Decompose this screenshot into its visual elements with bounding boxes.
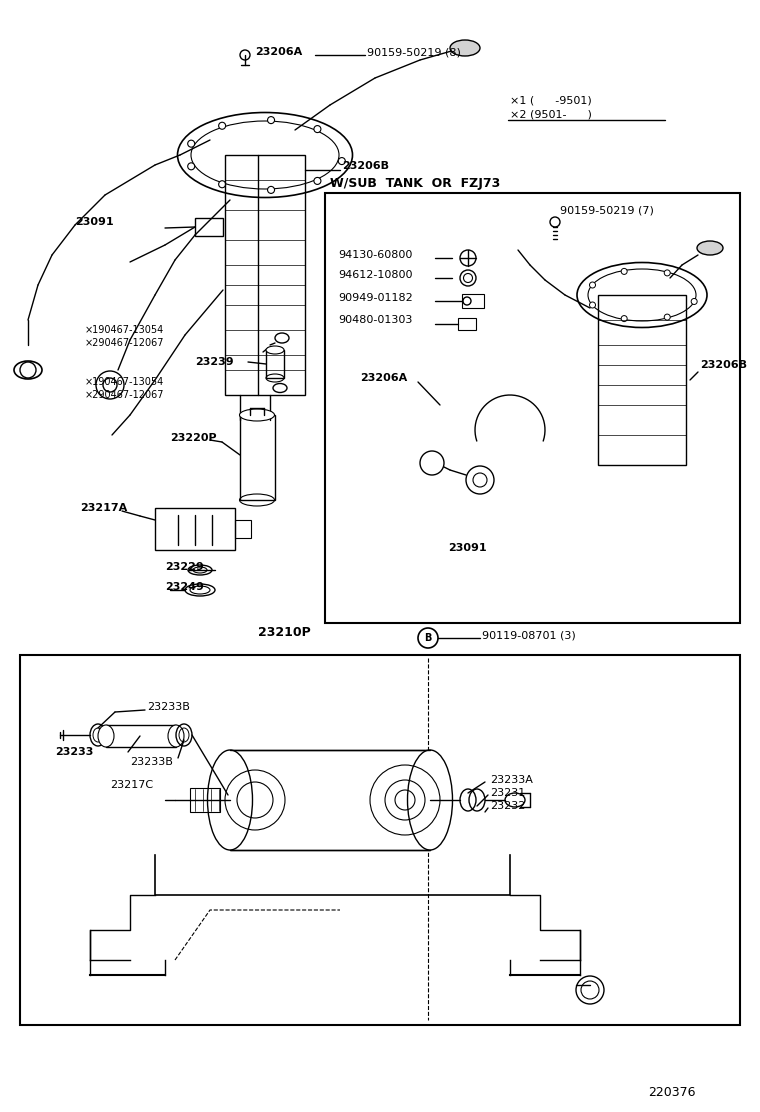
- Circle shape: [314, 126, 321, 132]
- Circle shape: [664, 270, 670, 276]
- Ellipse shape: [168, 725, 184, 747]
- Bar: [598, 295, 686, 465]
- Circle shape: [420, 451, 444, 475]
- Text: 23239: 23239: [195, 357, 233, 367]
- Circle shape: [219, 181, 226, 188]
- Circle shape: [466, 466, 494, 494]
- Text: ×2 (9501-      ): ×2 (9501- ): [510, 109, 592, 119]
- Circle shape: [621, 268, 627, 275]
- Ellipse shape: [239, 409, 274, 421]
- Circle shape: [314, 178, 321, 185]
- Ellipse shape: [266, 346, 284, 354]
- Circle shape: [219, 122, 226, 129]
- Text: 23233B: 23233B: [130, 757, 173, 767]
- Text: W/SUB  TANK  OR  FZJ73: W/SUB TANK OR FZJ73: [330, 177, 500, 189]
- Bar: [106, 725, 176, 747]
- Circle shape: [268, 117, 274, 123]
- Text: 94612-10800: 94612-10800: [338, 270, 413, 280]
- Text: 94130-60800: 94130-60800: [338, 250, 413, 260]
- Text: 23091: 23091: [448, 543, 486, 553]
- Text: 23231: 23231: [490, 788, 525, 798]
- Ellipse shape: [207, 749, 252, 850]
- Bar: [240, 415, 275, 500]
- Text: 23210P: 23210P: [258, 626, 311, 639]
- Text: 23217A: 23217A: [80, 503, 127, 513]
- Text: 23249: 23249: [165, 582, 204, 592]
- Text: 23206A: 23206A: [255, 47, 302, 57]
- Text: ×190467-13054: ×190467-13054: [85, 325, 164, 335]
- Bar: [20, 655, 740, 1025]
- Text: 23233A: 23233A: [490, 775, 533, 785]
- Text: ×1 (      -9501): ×1 ( -9501): [510, 95, 592, 105]
- Text: 90159-50219 (8): 90159-50219 (8): [367, 47, 461, 57]
- Circle shape: [691, 298, 697, 305]
- Text: 23229: 23229: [165, 562, 204, 572]
- Circle shape: [268, 187, 274, 193]
- Circle shape: [664, 314, 670, 320]
- Text: 90159-50219 (7): 90159-50219 (7): [560, 205, 654, 215]
- Text: 220376: 220376: [648, 1085, 695, 1099]
- Circle shape: [338, 158, 345, 165]
- Ellipse shape: [450, 40, 480, 56]
- Bar: [325, 193, 740, 623]
- Ellipse shape: [407, 749, 452, 850]
- Text: ×190467-13054: ×190467-13054: [85, 377, 164, 387]
- Text: 90480-01303: 90480-01303: [338, 315, 413, 325]
- Text: 23217C: 23217C: [110, 780, 153, 790]
- Text: 23233: 23233: [55, 747, 93, 757]
- Text: 23206B: 23206B: [700, 360, 747, 370]
- Bar: [458, 318, 476, 330]
- Circle shape: [188, 140, 195, 147]
- Text: 23232: 23232: [490, 801, 525, 811]
- Ellipse shape: [697, 241, 723, 255]
- Text: 23206A: 23206A: [360, 373, 407, 383]
- Bar: [195, 218, 223, 236]
- Text: B: B: [424, 633, 432, 643]
- Bar: [230, 749, 430, 850]
- Ellipse shape: [14, 361, 42, 379]
- Text: 23233B: 23233B: [147, 702, 190, 712]
- Bar: [266, 350, 284, 378]
- Text: ×290467-12067: ×290467-12067: [85, 338, 164, 348]
- Bar: [190, 788, 220, 812]
- Bar: [462, 294, 484, 308]
- Text: 23220P: 23220P: [170, 433, 217, 443]
- Ellipse shape: [577, 262, 707, 328]
- Circle shape: [188, 162, 195, 170]
- Bar: [235, 520, 251, 538]
- Circle shape: [96, 371, 124, 399]
- Text: 90119-08701 (3): 90119-08701 (3): [482, 631, 576, 641]
- Bar: [225, 155, 305, 395]
- Text: 23206B: 23206B: [342, 161, 389, 171]
- Ellipse shape: [178, 112, 353, 198]
- Text: 90949-01182: 90949-01182: [338, 292, 413, 302]
- Bar: [155, 508, 235, 550]
- Circle shape: [590, 302, 596, 308]
- Text: ×290467-12067: ×290467-12067: [85, 390, 164, 400]
- Circle shape: [590, 282, 596, 288]
- Circle shape: [621, 316, 627, 321]
- Ellipse shape: [98, 725, 114, 747]
- Text: 23091: 23091: [75, 217, 114, 227]
